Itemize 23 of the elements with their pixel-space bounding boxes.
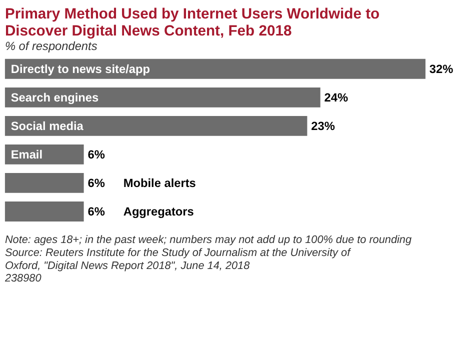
bar [4,116,308,136]
source-note: Source: Reuters Institute for the Study of Journalism at the University of Oxford, "Digital News Report 2018", June 14, 2018 [4,246,352,272]
y-tick-label: Mobile alerts [123,176,196,190]
bar [4,58,426,79]
y-tick-label: Email [10,147,43,162]
data-label: 24% [324,90,348,104]
text: 238980 [4,272,42,285]
y-tick-label: Directly to news site/app [10,62,150,76]
bar [4,144,84,164]
chart-title: Primary Method Used by Internet Users Worldwide to Discover Digital News Content, Feb 2018 [4,6,380,40]
chart-subtitle: % of respondents [4,39,98,54]
y-tick-label: Aggregators [123,204,194,218]
bar [4,201,84,222]
data-label: 6% [88,176,106,190]
data-label: 32% [429,62,454,76]
y-tick-label: Search engines [10,90,99,104]
data-label: 6% [88,147,106,162]
text: Note: ages 18+; in the past week; numbers may not add up to 100% due to rounding [4,234,412,246]
bar [4,172,84,193]
y-tick-label: Social media [10,118,84,133]
data-label: 6% [88,204,106,218]
bar [4,87,320,108]
data-label: 23% [311,118,336,133]
